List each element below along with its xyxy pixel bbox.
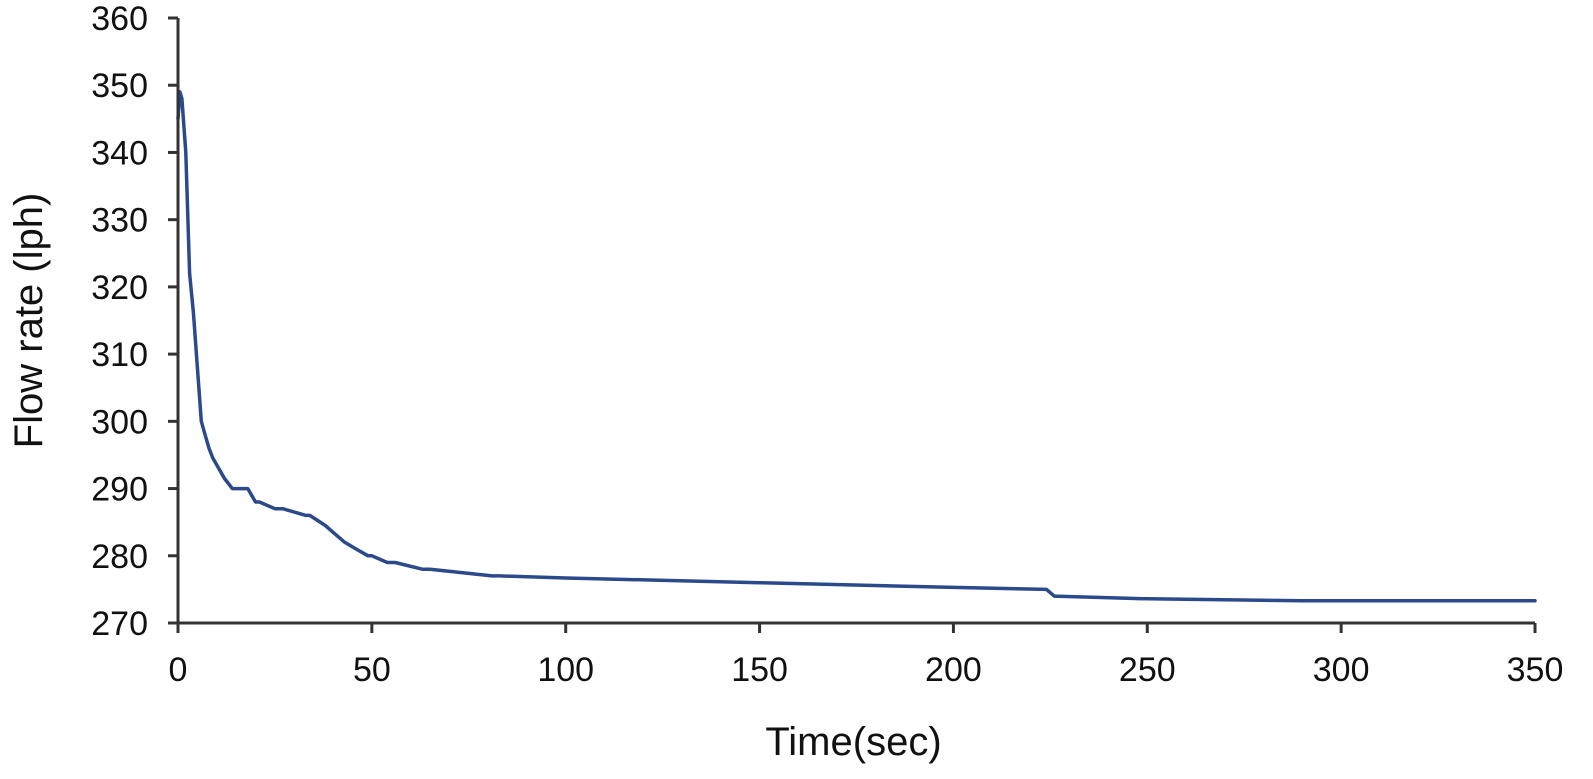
y-tick-label: 340 <box>91 134 148 172</box>
x-axis-ticks: 0 50 100 150 200 250 300 350 <box>169 623 1564 689</box>
y-tick-label: 320 <box>91 269 148 307</box>
x-tick-label: 100 <box>537 651 594 689</box>
flow-rate-line <box>176 90 1537 603</box>
x-tick-label: 200 <box>925 651 982 689</box>
x-tick-label: 150 <box>731 651 788 689</box>
x-axis-title: Time(sec) <box>765 720 941 764</box>
y-tick-label: 360 <box>91 0 148 38</box>
x-tick-label: 0 <box>169 651 188 689</box>
y-tick-label: 290 <box>91 471 148 509</box>
y-tick-label: 280 <box>91 538 148 576</box>
y-tick-label: 350 <box>91 67 148 105</box>
y-axis-ticks: 270 280 290 300 310 320 330 340 350 360 <box>91 0 178 643</box>
y-tick-label: 300 <box>91 403 148 441</box>
y-tick-label: 310 <box>91 336 148 374</box>
x-tick-label: 50 <box>353 651 391 689</box>
y-axis-title: Flow rate (lph) <box>7 193 51 449</box>
x-tick-label: 250 <box>1119 651 1176 689</box>
y-tick-label: 270 <box>91 605 148 643</box>
x-tick-label: 300 <box>1313 651 1370 689</box>
y-tick-label: 330 <box>91 202 148 240</box>
x-tick-label: 350 <box>1507 651 1564 689</box>
